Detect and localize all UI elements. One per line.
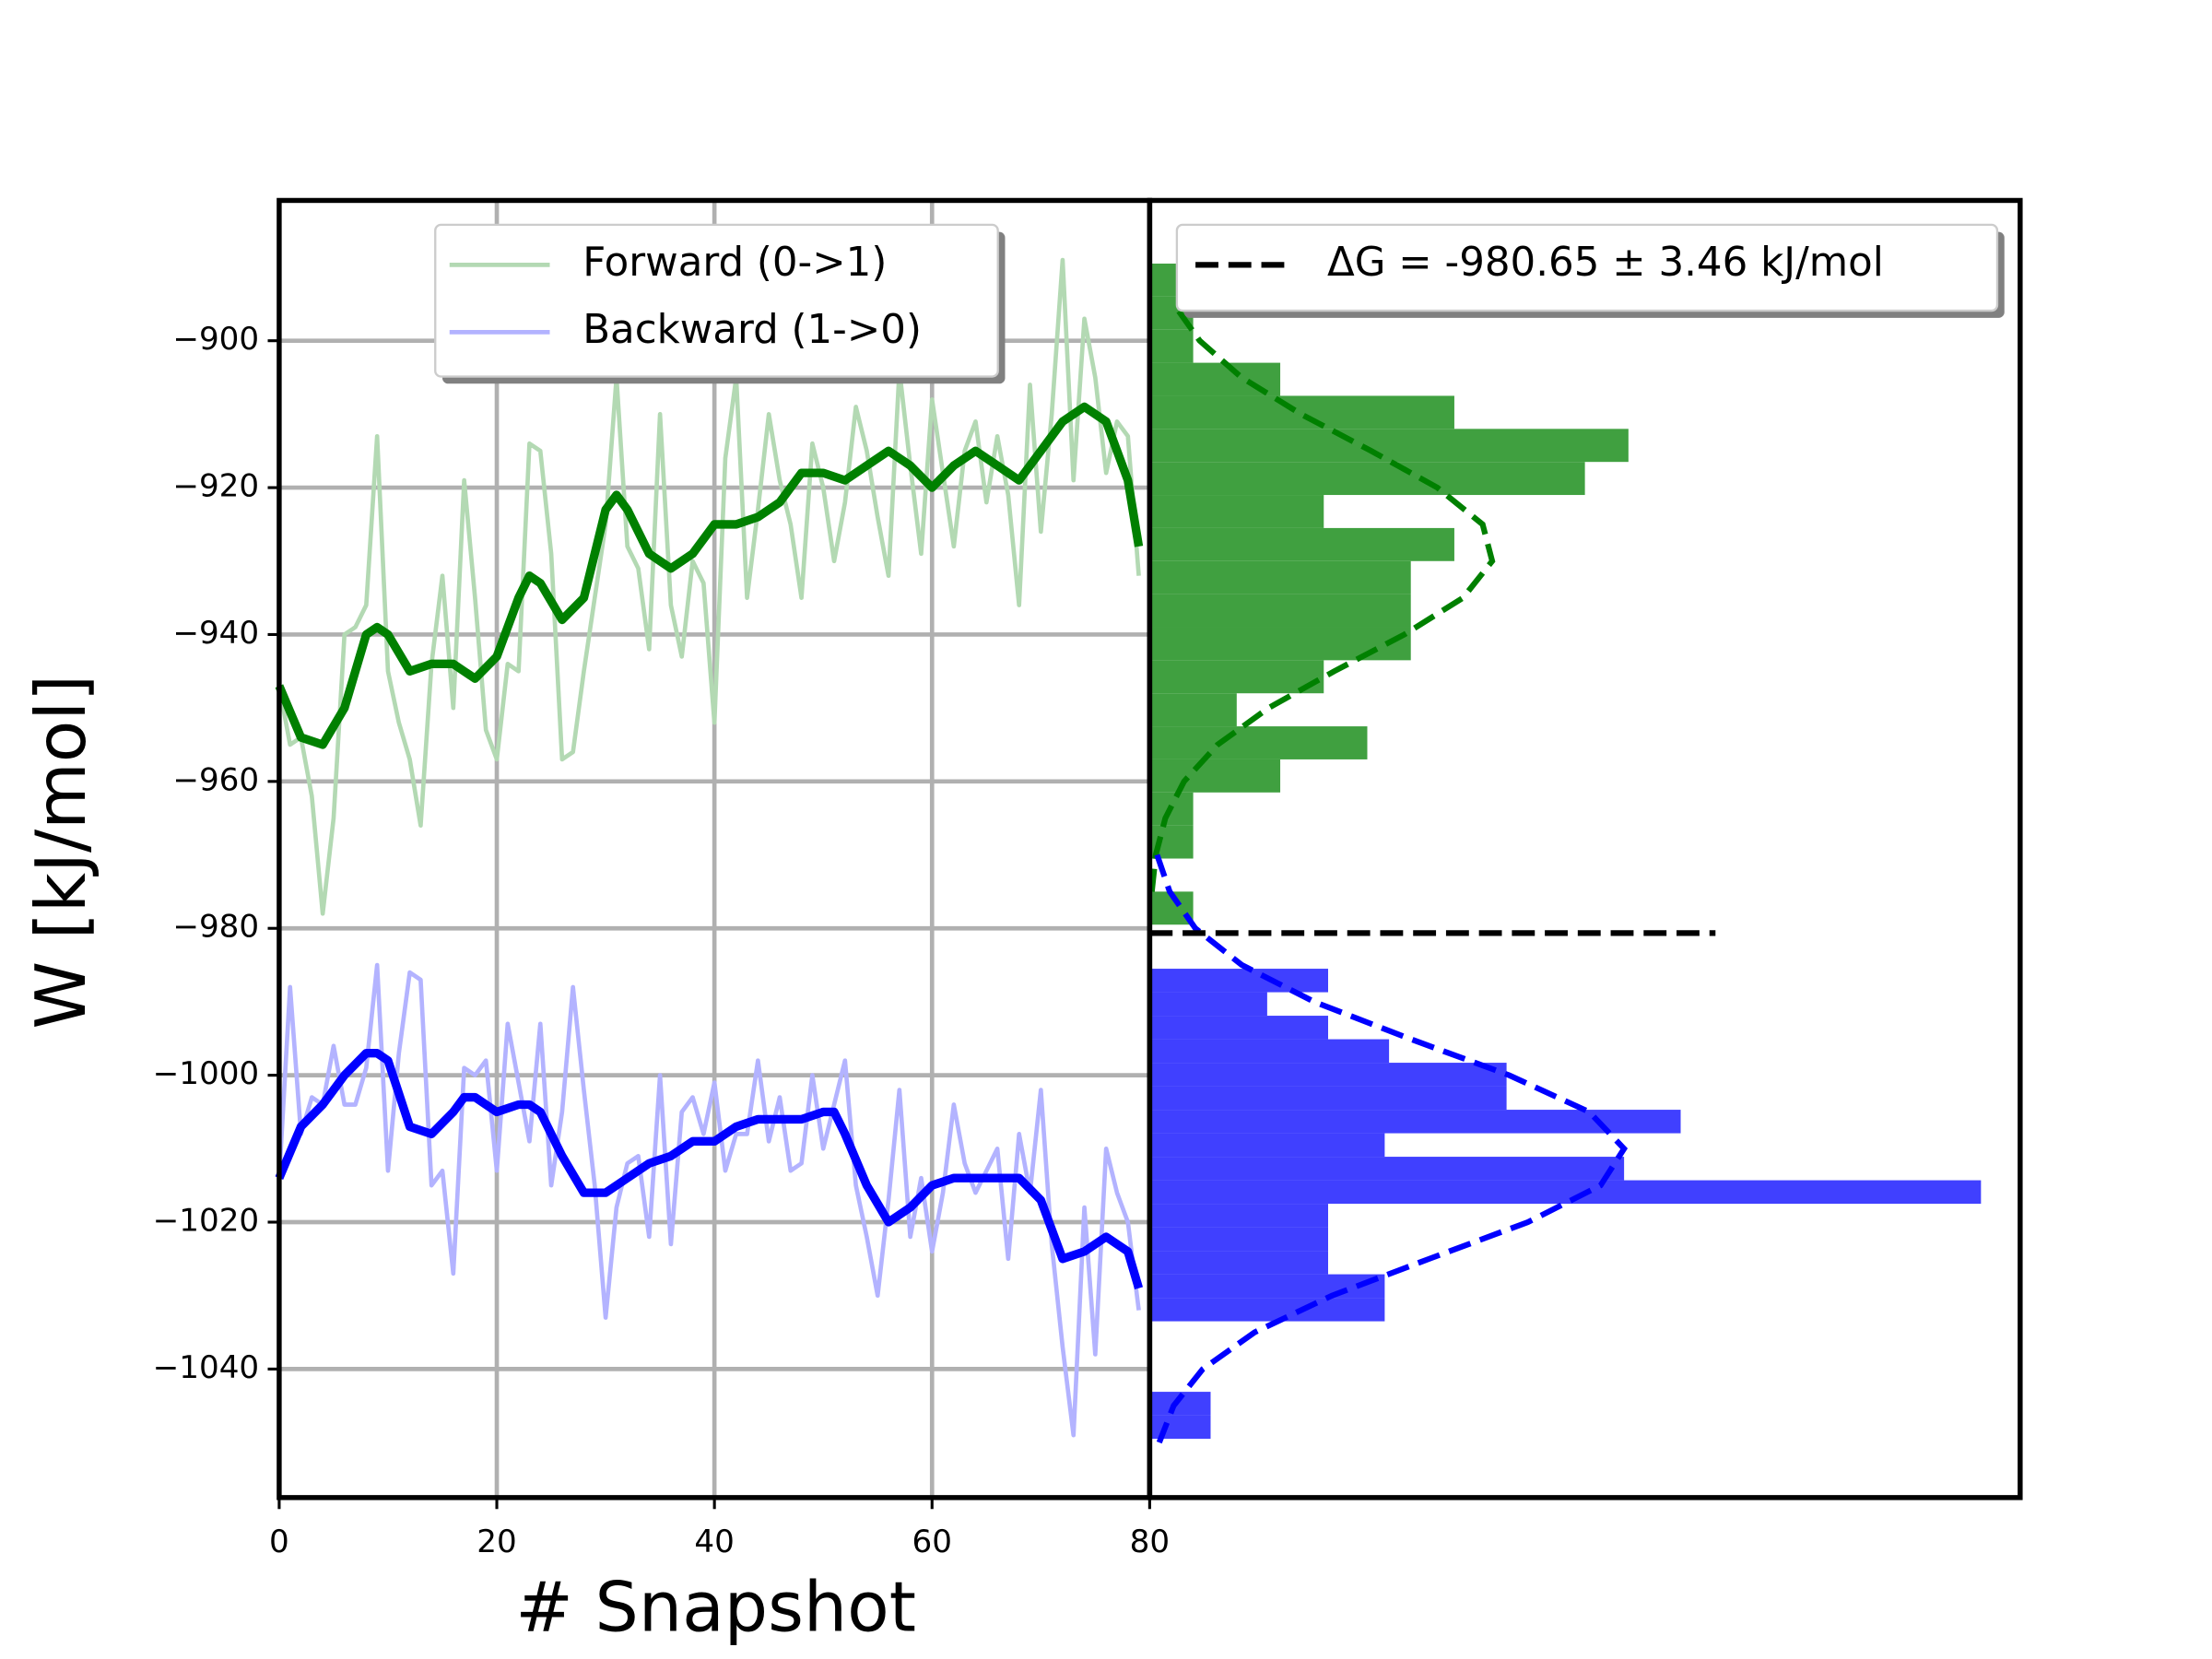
- histogram-bar: [1149, 1133, 1385, 1158]
- grid-layer: [276, 200, 1152, 1498]
- histogram-bar: [1149, 1415, 1211, 1440]
- histogram-bar: [1149, 429, 1629, 463]
- histogram-bar: [1149, 660, 1324, 694]
- histogram-bar: [1149, 1251, 1328, 1275]
- fit-curve: [1154, 853, 1629, 1444]
- fit-curve: [1148, 302, 1496, 892]
- x-tick-label: 60: [912, 1524, 952, 1560]
- legend-layer: Forward (0->1) Backward (1->0) ΔG = -980.6…: [434, 223, 2005, 384]
- histogram-bar: [1149, 1086, 1507, 1111]
- histogram-bar: [1149, 1180, 1982, 1205]
- data-line: [275, 1049, 1144, 1290]
- histogram-bar: [1149, 527, 1454, 561]
- y-tick-label: −980: [172, 909, 259, 946]
- histogram-bar: [1149, 1063, 1507, 1087]
- histogram-bar: [1149, 1110, 1681, 1134]
- data-line: [276, 962, 1141, 1438]
- data-line: [276, 257, 1141, 916]
- legend-box: [434, 223, 999, 378]
- y-tick-label: −940: [172, 615, 259, 652]
- y-tick-label: −960: [172, 761, 259, 798]
- y-tick-label: −900: [172, 321, 259, 358]
- plot-frame: [1147, 197, 2023, 1500]
- x-tick-label: 0: [269, 1524, 289, 1560]
- histogram-bar: [1149, 693, 1237, 727]
- y-tick-label: −1040: [153, 1349, 260, 1386]
- histogram-bar: [1149, 395, 1454, 429]
- histogram-bar: [1149, 1298, 1385, 1322]
- histogram-bar: [1149, 329, 1194, 363]
- histogram-bar: [1149, 594, 1411, 628]
- histogram-bar: [1149, 1227, 1328, 1252]
- histogram-bar: [1149, 560, 1411, 594]
- y-tick-label: −920: [172, 468, 259, 505]
- legend-label: Backward (1->0): [582, 307, 922, 353]
- histogram-bar: [1149, 726, 1368, 759]
- histogram-bar: [1149, 1157, 1625, 1181]
- histogram-bar: [1149, 992, 1267, 1017]
- legend-label: ΔG = -980.65 ± 3.46 kJ/mol: [1327, 240, 1884, 286]
- histogram-bar: [1149, 1204, 1328, 1228]
- histogram-bar: [1149, 627, 1411, 661]
- marks-layer: [275, 257, 1982, 1444]
- x-tick-label: 40: [694, 1524, 734, 1560]
- y-tick-label: −1020: [153, 1203, 260, 1240]
- histogram-bar: [1149, 1274, 1385, 1299]
- legend-box: [1175, 223, 1999, 312]
- data-line: [275, 402, 1144, 749]
- y-tick-label: −1000: [153, 1055, 260, 1092]
- y-axis-label: W [kJ/mol]: [21, 675, 101, 1030]
- x-tick-label: 20: [477, 1524, 516, 1560]
- histogram-bar: [1149, 1016, 1328, 1040]
- x-tick-label: 80: [1130, 1524, 1170, 1560]
- histogram-bar: [1149, 462, 1585, 496]
- histogram-bar: [1149, 1039, 1390, 1064]
- frame-layer: −1040 −1020 −1000 −980 −960 −940 −920 −900 0 20 40…: [153, 197, 2023, 1560]
- histogram-bar: [1149, 495, 1324, 528]
- histogram-bar: [1149, 759, 1281, 793]
- x-axis-label: # Snapshot: [515, 1568, 916, 1648]
- legend-label: Forward (0->1): [582, 240, 887, 286]
- histogram-bar: [1149, 969, 1328, 993]
